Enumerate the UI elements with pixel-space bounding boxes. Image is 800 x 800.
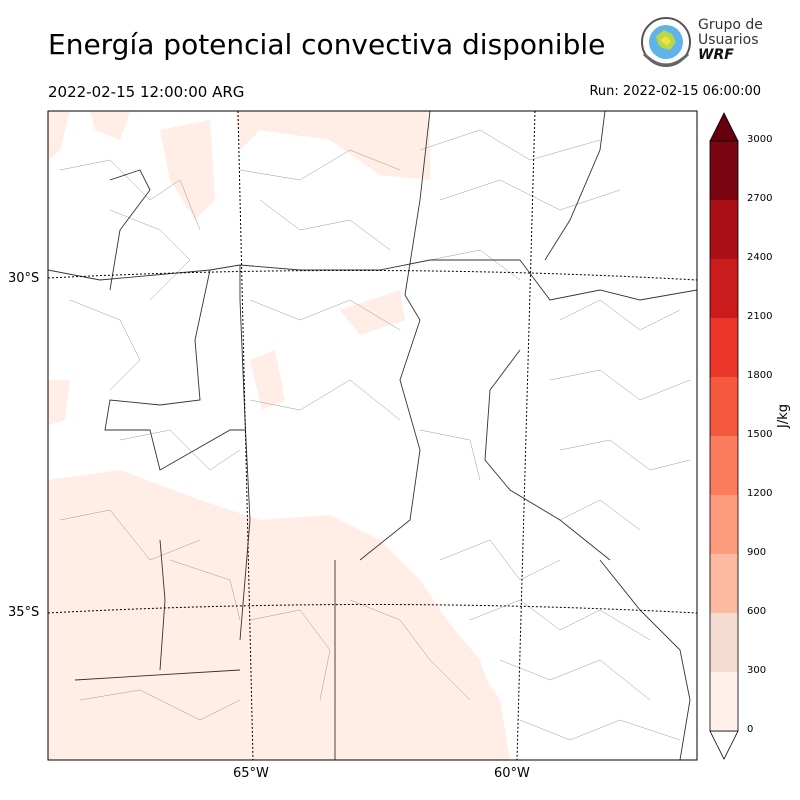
colorbar-extend-max [709,112,739,142]
run-time: Run: 2022-02-15 06:00:00 [589,84,761,99]
graticule [48,111,697,760]
lon-label-65w: 65°W [233,766,269,781]
colorbar-bin [710,259,738,318]
lon-label-60w: 60°W [494,766,530,781]
colorbar-tick-label: 2100 [747,311,773,322]
province-boundaries [48,111,697,760]
page-title: Energía potencial convectiva disponible [48,28,606,61]
colorbar-bin [710,672,738,731]
colorbar-bin [710,436,738,495]
colorbar-bin [710,613,738,672]
colorbar-bin [710,554,738,613]
logo-line-1: Grupo de [698,17,763,33]
colorbar-tick-label: 1200 [747,488,773,499]
logo-line-3: WRF [698,47,734,63]
colorbar [709,112,739,760]
colorbar-bin [710,495,738,554]
logo-line-2: Usuarios [698,32,759,48]
lat-label-35s: 35°S [8,605,40,620]
colorbar-tick-label: 300 [747,665,767,676]
colorbar-tick-label: 3000 [747,134,773,145]
colorbar-tick-label: 0 [747,724,754,735]
valid-time: 2022-02-15 12:00:00 ARG [48,83,245,101]
colorbar-tick-label: 2400 [747,252,773,263]
map-frame [47,110,698,761]
colorbar-tick-label: 1500 [747,429,773,440]
wrf-logo: Grupo de Usuarios WRF [638,14,778,76]
colorbar-bin [710,141,738,200]
colorbar-tick-label: 1800 [747,370,773,381]
colorbar-tick-label: 900 [747,547,767,558]
cape-fill-areas [48,111,510,760]
globe-icon [641,17,691,67]
colorbar-tick-label: 2700 [747,193,773,204]
lat-label-30s: 30°S [8,271,40,286]
colorbar-bin [710,200,738,259]
colorbar-extend-min [709,730,739,760]
colorbar-unit: J/kg [776,404,791,428]
colorbar-bin [710,377,738,436]
department-boundaries [59,129,691,741]
colorbar-bin [710,318,738,377]
colorbar-tick-label: 600 [747,606,767,617]
